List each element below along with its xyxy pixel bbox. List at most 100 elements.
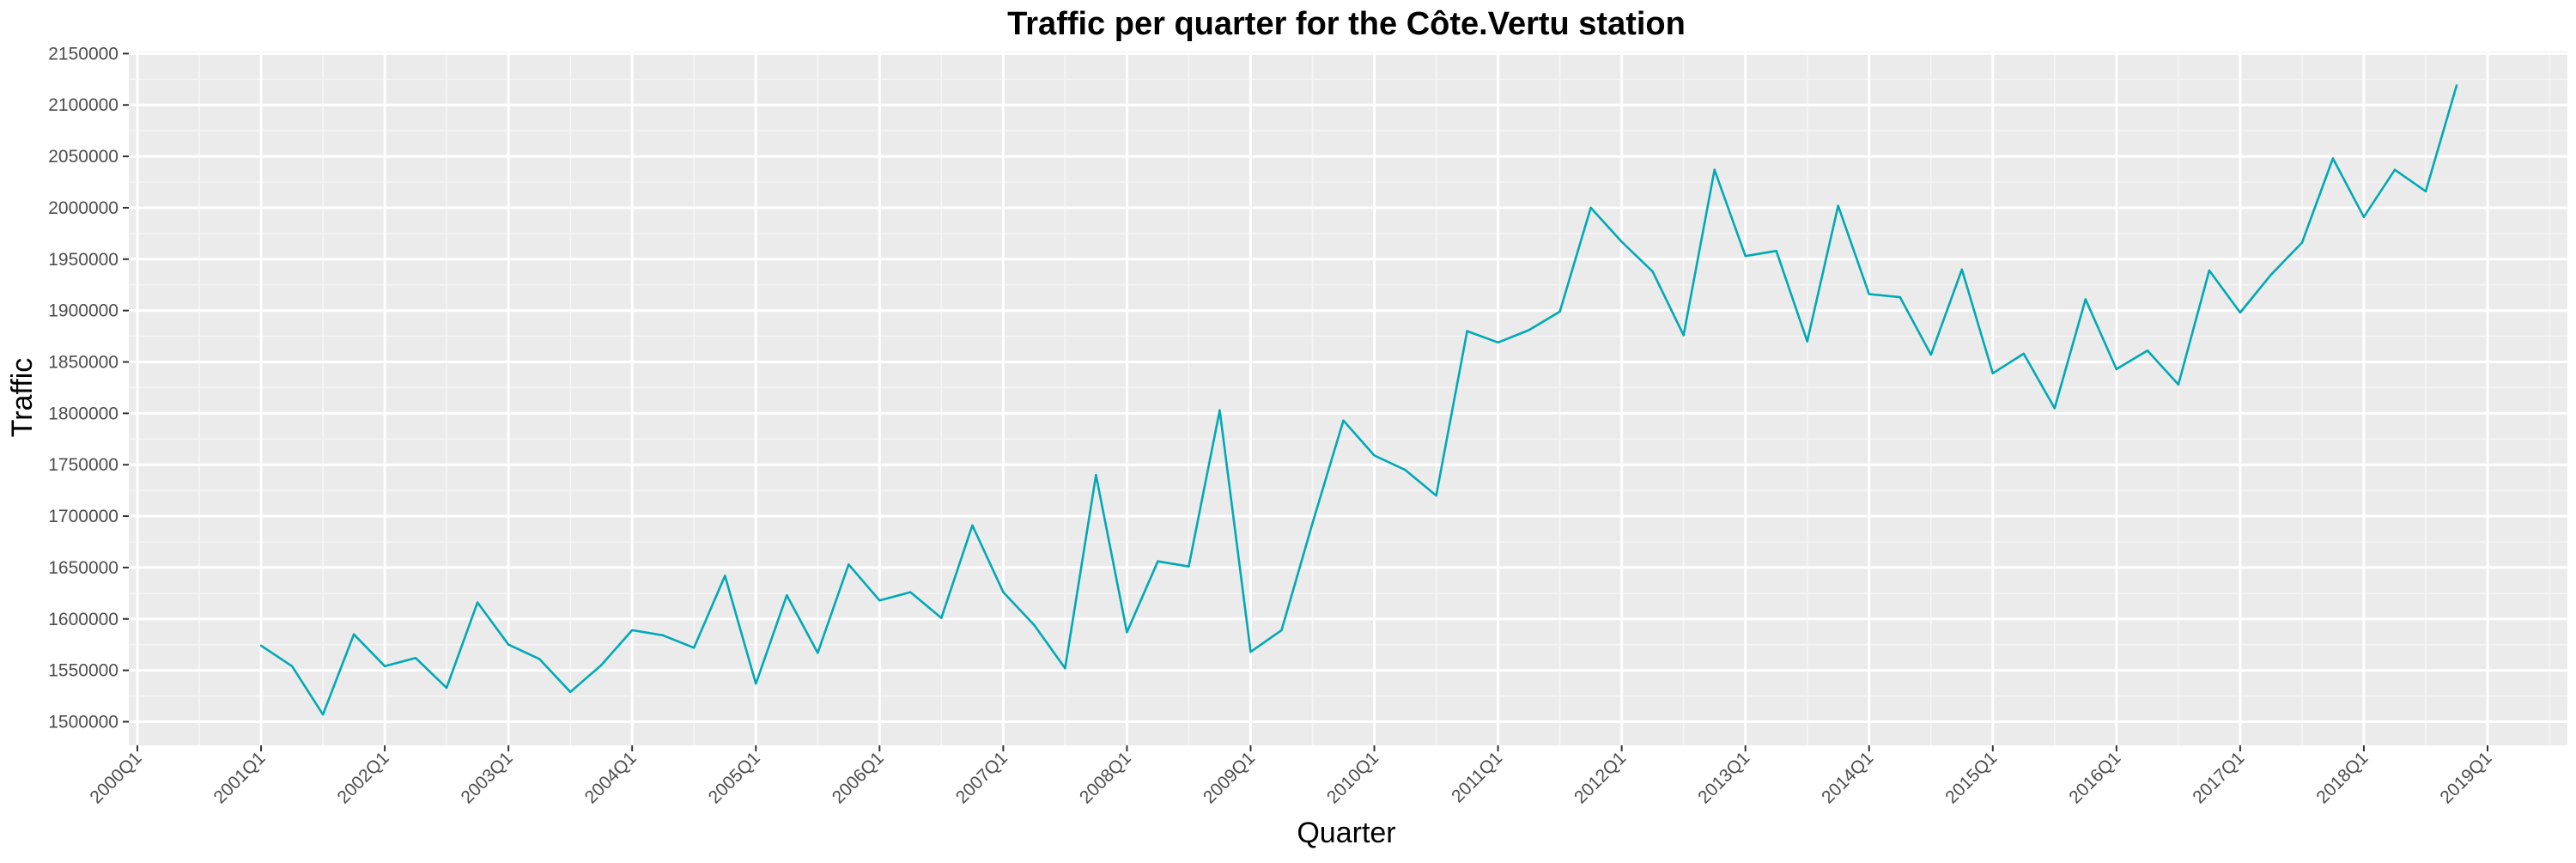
data-point <box>2455 84 2458 87</box>
data-point <box>538 658 541 660</box>
traffic-series-line <box>260 85 2458 716</box>
data-point <box>786 594 788 597</box>
data-point <box>290 665 294 668</box>
data-point <box>599 664 603 666</box>
data-point <box>1868 293 1870 295</box>
x-tick-label: 2009Q1 <box>1200 748 1259 807</box>
data-point <box>2146 349 2149 352</box>
data-point <box>2084 298 2087 301</box>
data-point <box>1960 268 1963 270</box>
data-point <box>1064 667 1066 670</box>
data-point <box>2269 273 2273 276</box>
data-point <box>940 617 943 619</box>
data-point <box>2115 368 2118 371</box>
data-point <box>2239 311 2242 314</box>
y-tick-label: 2150000 <box>48 44 118 64</box>
major-gridlines <box>129 52 2567 745</box>
data-point <box>1620 240 1623 243</box>
data-point <box>1558 310 1561 313</box>
y-tick-label: 1800000 <box>48 404 118 423</box>
data-point <box>1218 409 1221 411</box>
data-point <box>2022 352 2026 356</box>
x-tick-label: 2016Q1 <box>2065 748 2124 807</box>
x-tick-label: 2008Q1 <box>1076 748 1135 807</box>
data-point <box>1373 454 1376 457</box>
x-tick-label: 2000Q1 <box>86 748 145 807</box>
y-tick-label: 2050000 <box>48 147 118 167</box>
data-point <box>476 601 479 604</box>
x-tick-label: 2003Q1 <box>458 748 517 807</box>
data-point <box>662 634 665 637</box>
y-tick-label: 1500000 <box>48 712 118 732</box>
y-axis: 1500000 1550000 1600000 1650000 1700000 17500… <box>48 44 129 732</box>
data-point <box>1095 473 1097 477</box>
x-tick-label: 2013Q1 <box>1694 748 1753 807</box>
y-tick-label: 1950000 <box>48 250 118 270</box>
data-point <box>445 686 448 690</box>
y-tick-label: 1700000 <box>48 507 118 526</box>
data-point <box>1342 419 1345 422</box>
data-point <box>1033 623 1036 627</box>
data-point <box>631 629 634 632</box>
data-point <box>724 574 726 577</box>
data-point <box>1249 650 1252 653</box>
x-tick-label: 2005Q1 <box>705 748 764 807</box>
data-point <box>1806 340 1808 343</box>
y-tick-label: 2000000 <box>48 198 118 218</box>
data-point <box>1775 250 1777 252</box>
y-axis-title: Traffic <box>6 358 39 438</box>
y-tick-label: 2100000 <box>48 95 118 115</box>
data-point <box>2177 383 2180 386</box>
x-axis-title: Quarter <box>1297 817 1395 849</box>
data-point <box>1929 353 1932 356</box>
y-tick-label: 1650000 <box>48 558 118 578</box>
plot-panel <box>129 52 2567 745</box>
y-tick-label: 1550000 <box>48 661 118 681</box>
data-point <box>1311 522 1314 525</box>
chart-title: Traffic per quarter for the Côte.Vertu s… <box>1007 6 1686 42</box>
data-point <box>817 652 819 654</box>
data-point <box>909 591 912 593</box>
x-tick-label: 2010Q1 <box>1323 748 1382 807</box>
data-point <box>878 599 881 602</box>
data-point <box>2053 407 2057 410</box>
x-axis: 2000Q1 2001Q1 2002Q1 2003Q1 2004Q1 2005Q1 2006… <box>86 745 2496 807</box>
data-point <box>2393 168 2397 171</box>
data-point <box>693 647 696 649</box>
x-tick-label: 2011Q1 <box>1448 748 1506 806</box>
data-point <box>568 690 572 693</box>
x-tick-label: 2007Q1 <box>952 748 1012 807</box>
y-tick-label: 1900000 <box>48 301 118 321</box>
data-point <box>2300 241 2304 244</box>
data-point <box>1435 494 1437 497</box>
data-point <box>1497 341 1499 343</box>
data-point <box>1466 330 1468 332</box>
y-tick-label: 1600000 <box>48 610 118 629</box>
x-tick-label: 2015Q1 <box>1941 748 2001 807</box>
data-point <box>2331 157 2335 160</box>
x-tick-label: 2006Q1 <box>829 748 888 807</box>
data-point <box>1682 334 1685 337</box>
data-point <box>971 524 974 527</box>
data-point <box>321 713 325 716</box>
x-tick-label: 2014Q1 <box>1818 748 1877 807</box>
data-point <box>259 644 263 647</box>
data-point <box>1404 468 1406 471</box>
x-tick-label: 2018Q1 <box>2312 748 2372 807</box>
data-point <box>755 682 757 685</box>
data-point <box>1837 204 1839 207</box>
data-point <box>507 643 510 646</box>
data-point <box>2362 216 2366 218</box>
data-point <box>1713 168 1716 171</box>
data-point <box>1899 295 1901 299</box>
x-tick-label: 2002Q1 <box>334 748 393 807</box>
series-layer <box>259 84 2458 716</box>
data-point <box>1651 270 1654 273</box>
data-point <box>1589 206 1592 210</box>
data-point <box>1991 372 1994 374</box>
data-point <box>352 633 355 635</box>
y-tick-label: 1850000 <box>48 353 118 373</box>
data-point <box>1157 560 1159 562</box>
